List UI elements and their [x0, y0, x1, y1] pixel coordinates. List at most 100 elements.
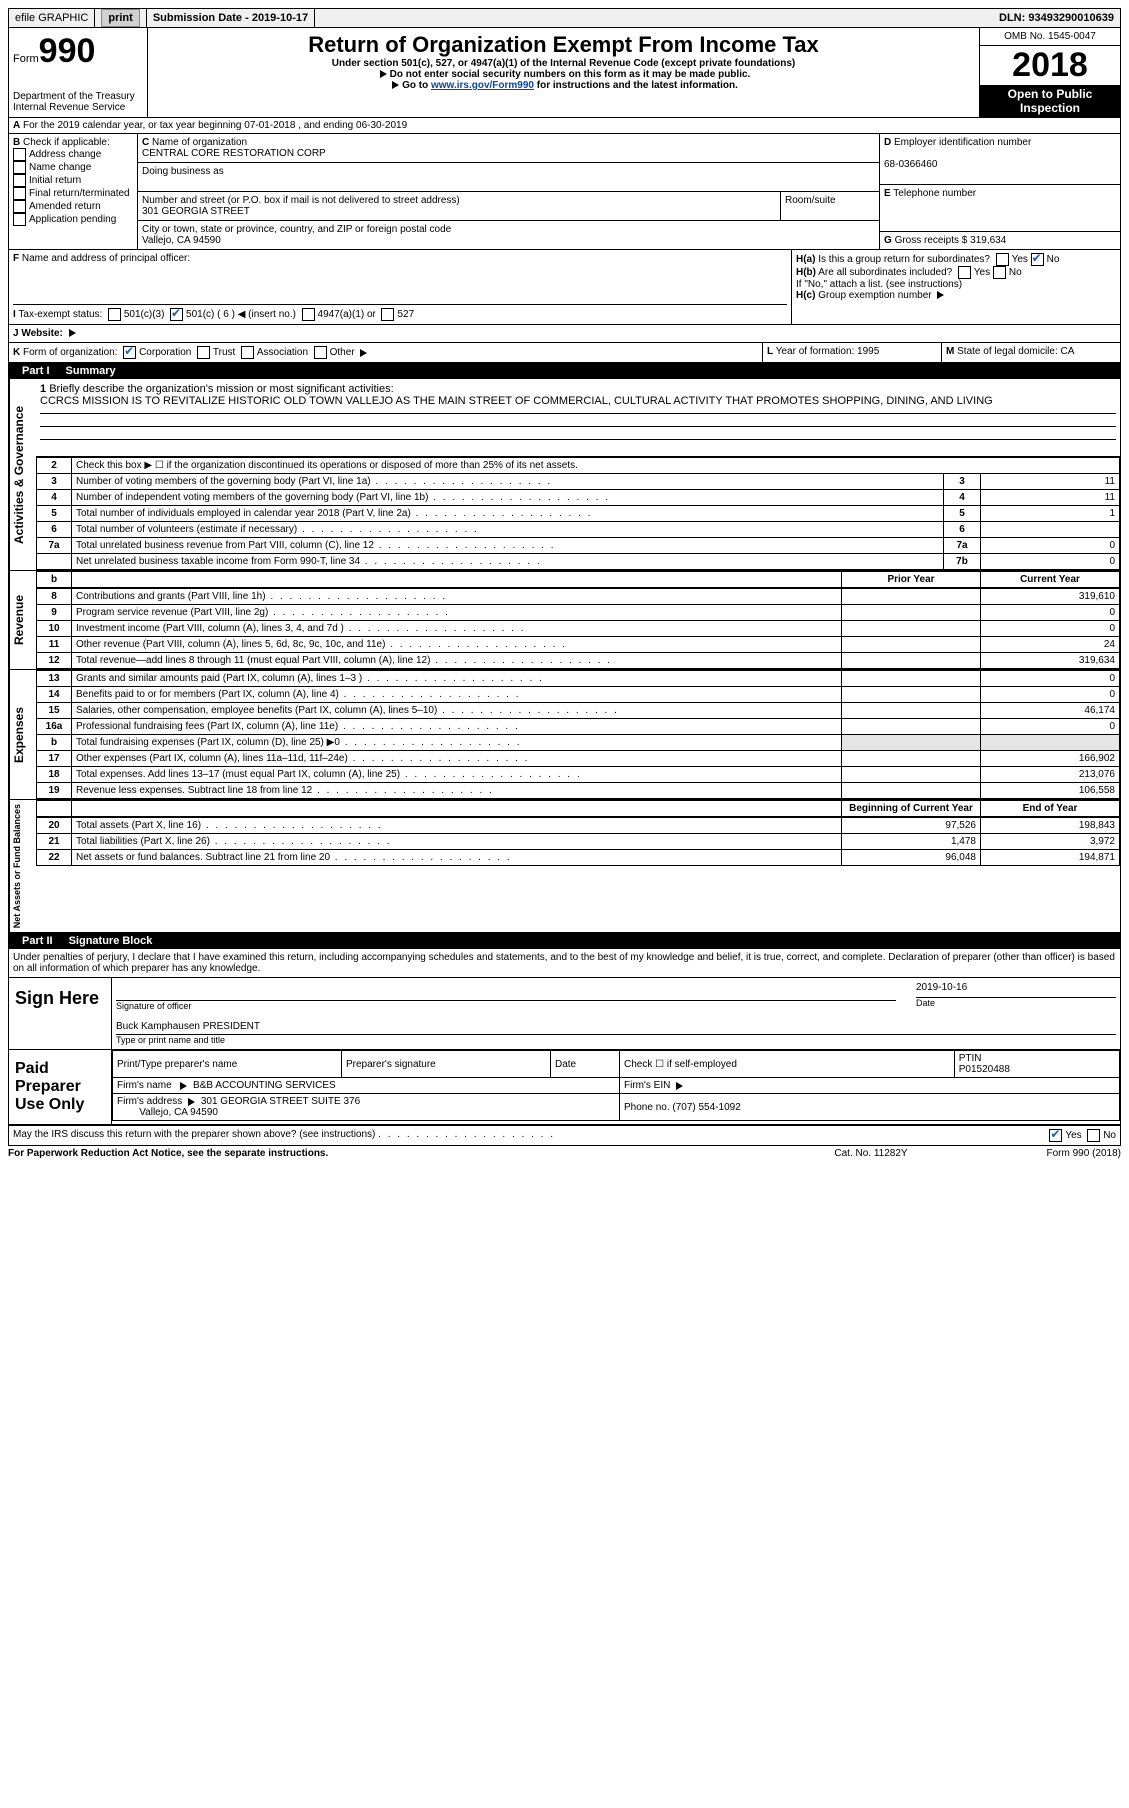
name-change-label: Name change	[29, 162, 91, 173]
section-b: B Check if applicable: Address change Na…	[9, 134, 138, 249]
yes-label: Yes	[1065, 1130, 1081, 1141]
part-i-title: Summary	[58, 365, 116, 377]
instructions-link[interactable]: www.irs.gov/Form990	[431, 80, 534, 91]
part-i-num: Part I	[14, 365, 58, 377]
mission-text: CCRCS MISSION IS TO REVITALIZE HISTORIC …	[40, 395, 993, 407]
amended-return-check[interactable]	[13, 200, 26, 213]
sign-date-label: Date	[916, 997, 1116, 1008]
cat-no: Cat. No. 11282Y	[771, 1148, 971, 1159]
address-change-check[interactable]	[13, 148, 26, 161]
arrow-icon	[360, 349, 367, 357]
tax-year: 2018	[980, 46, 1120, 85]
other-check[interactable]	[314, 346, 327, 359]
arrow-icon	[676, 1082, 683, 1090]
dln: DLN: 93493290010639	[993, 9, 1120, 27]
expenses-section: Expenses 13Grants and similar amounts pa…	[8, 670, 1121, 800]
firm-ein-label: Firm's EIN	[624, 1080, 670, 1091]
insert-no-label: (insert no.)	[248, 309, 296, 320]
preparer-date-label: Date	[551, 1051, 620, 1078]
form-of-org-label: Form of organization:	[23, 347, 118, 358]
ein-value: 68-0366460	[884, 159, 937, 170]
principal-officer-label: Name and address of principal officer:	[22, 253, 190, 264]
group-exemption-label: Group exemption number	[818, 290, 931, 301]
hb-no-check[interactable]	[993, 266, 1006, 279]
application-pending-check[interactable]	[13, 213, 26, 226]
print-button[interactable]: print	[101, 9, 139, 27]
hb-yes-check[interactable]	[958, 266, 971, 279]
revenue-table: 8Contributions and grants (Part VIII, li…	[36, 588, 1120, 669]
current-year-header: Current Year	[981, 572, 1120, 588]
org-name-label: Name of organization	[152, 137, 247, 148]
4947-check[interactable]	[302, 308, 315, 321]
ha-no-check[interactable]	[1031, 253, 1044, 266]
prior-year-header: Prior Year	[842, 572, 981, 588]
ptin-label: PTIN	[959, 1053, 982, 1064]
street-address: 301 GEORGIA STREET	[142, 206, 250, 217]
governance-table: 2Check this box ▶ ☐ if the organization …	[36, 457, 1120, 570]
expenses-label: Expenses	[9, 670, 36, 799]
officer-name-label: Type or print name and title	[116, 1034, 1116, 1045]
city-label: City or town, state or province, country…	[142, 224, 451, 235]
part-ii-num: Part II	[14, 935, 61, 947]
state-domicile: State of legal domicile: CA	[957, 346, 1074, 357]
group-return-label: Is this a group return for subordinates?	[818, 254, 990, 265]
firm-name: B&B ACCOUNTING SERVICES	[193, 1080, 336, 1091]
irs-label: Internal Revenue Service	[13, 102, 143, 113]
firm-name-label: Firm's name	[117, 1080, 172, 1091]
address-change-label: Address change	[29, 149, 101, 160]
final-return-check[interactable]	[13, 187, 26, 200]
yes-label: Yes	[974, 267, 990, 278]
discuss-no-check[interactable]	[1087, 1129, 1100, 1142]
527-label: 527	[397, 309, 414, 320]
form-990-label: Form 990 (2018)	[971, 1148, 1121, 1159]
city-state-zip: Vallejo, CA 94590	[142, 235, 221, 246]
dba-label: Doing business as	[142, 166, 224, 177]
room-suite-label: Room/suite	[781, 192, 879, 220]
discuss-yes-check[interactable]	[1049, 1129, 1062, 1142]
4947-label: 4947(a)(1) or	[318, 309, 376, 320]
ha-yes-check[interactable]	[996, 253, 1009, 266]
mission-label: Briefly describe the organization's miss…	[49, 383, 393, 395]
officer-name: Buck Kamphausen PRESIDENT	[116, 1021, 1116, 1032]
submission-date: Submission Date - 2019-10-17	[147, 9, 315, 27]
association-check[interactable]	[241, 346, 254, 359]
activities-governance: Activities & Governance 1 Briefly descri…	[8, 379, 1121, 571]
address-label: Number and street (or P.O. box if mail i…	[142, 195, 460, 206]
form-number: 990	[39, 32, 96, 70]
association-label: Association	[257, 347, 308, 358]
topbar: efile GRAPHIC print Submission Date - 20…	[8, 8, 1121, 28]
dept-treasury: Department of the Treasury	[13, 91, 143, 102]
arrow-icon	[188, 1098, 195, 1106]
corporation-check[interactable]	[123, 346, 136, 359]
arrow-icon	[392, 81, 399, 89]
501c3-check[interactable]	[108, 308, 121, 321]
attach-list-note: If "No," attach a list. (see instruction…	[796, 279, 962, 290]
goto-suffix: for instructions and the latest informat…	[534, 80, 738, 91]
501c-check[interactable]	[170, 308, 183, 321]
identity-block: B Check if applicable: Address change Na…	[8, 134, 1121, 250]
officer-group-block: F Name and address of principal officer:…	[8, 250, 1121, 325]
initial-return-check[interactable]	[13, 174, 26, 187]
501c-label: 501(c) ( 6 )	[186, 309, 235, 320]
name-change-check[interactable]	[13, 161, 26, 174]
beginning-year-header: Beginning of Current Year	[842, 801, 981, 817]
yes-label: Yes	[1012, 254, 1028, 265]
year-formation: Year of formation: 1995	[776, 346, 880, 357]
527-check[interactable]	[381, 308, 394, 321]
no-label: No	[1047, 254, 1060, 265]
tax-year-range: For the 2019 calendar year, or tax year …	[23, 120, 407, 131]
arrow-icon	[937, 291, 944, 299]
section-c: C Name of organization CENTRAL CORE REST…	[138, 134, 880, 249]
trust-check[interactable]	[197, 346, 210, 359]
net-assets-table: 20Total assets (Part X, line 16)97,52619…	[36, 817, 1120, 866]
part-i-header: Part I Summary	[8, 363, 1121, 379]
arrow-icon	[180, 1082, 187, 1090]
form-title: Return of Organization Exempt From Incom…	[152, 32, 975, 58]
initial-return-label: Initial return	[29, 175, 81, 186]
revenue-label: Revenue	[9, 571, 36, 669]
sign-here-label: Sign Here	[9, 978, 112, 1049]
subtitle-2: Do not enter social security numbers on …	[390, 69, 751, 80]
expenses-table: 13Grants and similar amounts paid (Part …	[36, 670, 1120, 799]
form-header: Form990 Department of the Treasury Inter…	[8, 28, 1121, 118]
sign-date-value: 2019-10-16	[916, 982, 1116, 993]
